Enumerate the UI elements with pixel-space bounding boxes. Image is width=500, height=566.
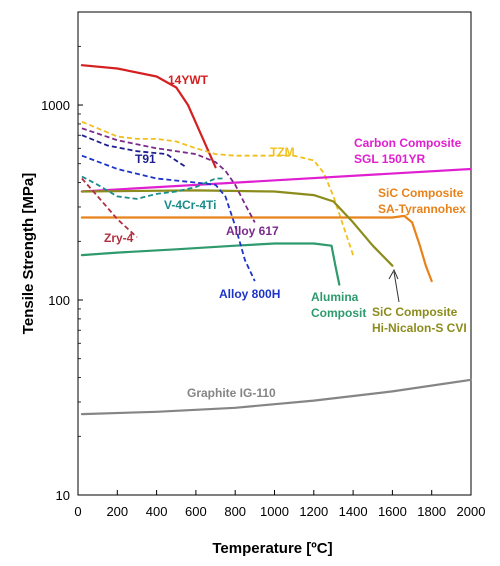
series-line-tzm — [81, 120, 354, 256]
x-tick-label: 200 — [106, 504, 128, 519]
label-alloy-800h: Alloy 800H — [219, 287, 280, 301]
x-tick-label: 2000 — [457, 504, 486, 519]
x-tick-label: 600 — [185, 504, 207, 519]
series-line-carbon-composite-sgl-1501yr — [80, 167, 473, 193]
y-axis-title: Tensile Strength [MPa] — [20, 173, 37, 334]
y-tick-label: 10 — [56, 488, 70, 503]
pointer-arrowhead — [388, 268, 399, 280]
pointer-line — [393, 271, 400, 303]
x-tick-label: 1200 — [299, 504, 328, 519]
x-tick-label: 1600 — [378, 504, 407, 519]
x-tick-label: 800 — [224, 504, 246, 519]
label-zry-4: Zry-4 — [104, 231, 134, 245]
label-alloy-617: Alloy 617 — [226, 224, 279, 238]
axes-layer: 0 200 400 600 800 1000 1200 1400 1600 1800 2000 10 1… — [41, 11, 486, 519]
series-labels: 14YWT TZM Carbon Composite SGL 1501YR SiC Co… — [104, 73, 467, 400]
label-t91: T91 — [135, 152, 156, 166]
label-tzm: TZM — [270, 145, 295, 159]
x-axis-title: Temperature [ºC] — [212, 540, 332, 557]
x-tick-label: 0 — [74, 504, 81, 519]
label-14ywt: 14YWT — [168, 73, 209, 87]
series-line-alloy-617 — [81, 127, 256, 223]
label-sic-composite-sa-tyrannohex: SiC Composite SA-Tyrannohex — [378, 186, 466, 216]
label-graphite-ig-110: Graphite IG-110 — [187, 386, 276, 400]
y-tick-label: 100 — [48, 293, 70, 308]
plot-area — [77, 11, 472, 496]
label-v-4cr-4ti: V-4Cr-4Ti — [164, 198, 216, 212]
series-line-alloy-800h — [81, 154, 256, 282]
series-line-t91 — [81, 134, 187, 168]
label-carbon-composite-sgl-1501yr: Carbon Composite SGL 1501YR — [354, 136, 462, 166]
x-tick-label: 1800 — [417, 504, 446, 519]
series-line-v-4cr-4ti — [81, 175, 226, 200]
label-alumina-composit: Alumina Composit — [311, 290, 366, 320]
series-layer — [80, 64, 473, 416]
x-tick-label: 1000 — [260, 504, 289, 519]
x-tick-label: 400 — [146, 504, 168, 519]
series-line-zry-4 — [81, 177, 138, 238]
series-line-sic-composite-hi-nicalon-s-cvi — [80, 189, 394, 267]
series-line-sic-composite-sa-tyrannohex — [80, 214, 433, 283]
series-line-graphite-ig-110 — [80, 378, 473, 416]
plot-frame — [77, 11, 472, 496]
series-line-alumina-composit — [80, 242, 341, 286]
label-sic-composite-hi-nicalon-s-cvi: SiC Composite Hi-Nicalon-S CVI — [372, 305, 467, 335]
y-tick-label: 1000 — [41, 98, 70, 113]
series-line-14ywt — [80, 64, 217, 169]
x-tick-label: 1400 — [339, 504, 368, 519]
